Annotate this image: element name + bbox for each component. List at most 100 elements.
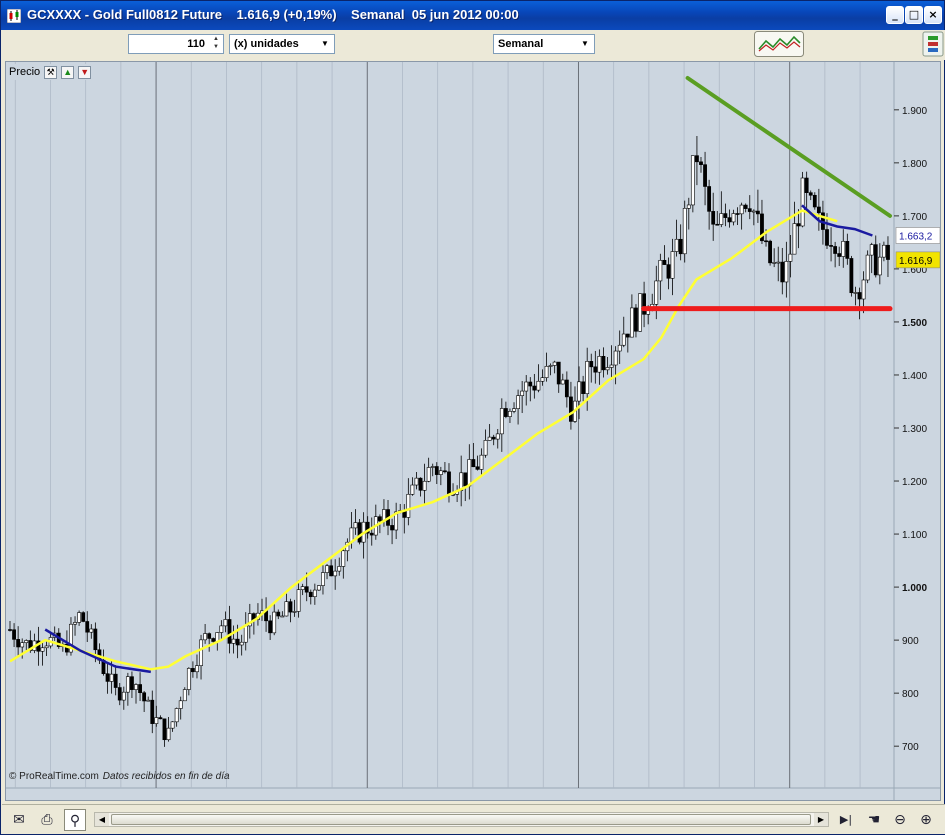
candle-body: [638, 293, 642, 332]
candle-body: [443, 470, 447, 473]
candle-body: [788, 253, 793, 262]
candle-body: [825, 229, 829, 246]
candle-body: [690, 155, 695, 206]
indicator-panel-icon[interactable]: [922, 31, 944, 57]
last-price-label: 1.616,9: [899, 256, 933, 267]
close-button[interactable]: ×: [924, 6, 942, 24]
chevron-down-icon[interactable]: ▼: [317, 36, 333, 52]
candle-body: [654, 280, 659, 305]
ma-fast-line: [9, 209, 838, 671]
minimize-button[interactable]: _: [886, 6, 904, 24]
candle-body: [146, 699, 151, 702]
drawing-tools-icon[interactable]: [754, 31, 804, 57]
y-tick-label: 1.200: [902, 477, 927, 488]
resistance-trendline[interactable]: [685, 76, 892, 218]
scroll-end-icon[interactable]: ▶|: [839, 813, 853, 826]
candle-body: [589, 361, 594, 368]
spinner-arrows-icon[interactable]: ▲ ▼: [213, 36, 219, 50]
candle-body: [235, 638, 240, 646]
candle-body: [556, 361, 561, 385]
candle-body: [93, 628, 98, 651]
candle-body: [621, 333, 626, 346]
candle-body: [438, 470, 443, 475]
candle-body: [755, 210, 760, 215]
y-tick-label: 1.600: [902, 265, 927, 276]
price-chart[interactable]: mayjulsepnov2009marmayjulsepnov2010marma…: [6, 62, 941, 814]
candle-body: [569, 396, 573, 422]
candle-body: [678, 238, 683, 255]
candle-body: [544, 365, 549, 378]
zoom-out-icon[interactable]: ⊖: [894, 812, 906, 828]
candle-body: [776, 261, 781, 264]
candle-body: [178, 700, 183, 709]
candle-body: [24, 640, 29, 643]
maximize-button[interactable]: □: [905, 6, 923, 24]
quantity-value: 110: [187, 38, 205, 50]
quantity-stepper[interactable]: 110 ▲ ▼: [128, 34, 224, 54]
candle-body: [772, 262, 777, 264]
candle-body: [540, 377, 545, 382]
candle-body: [613, 350, 618, 366]
candle-body: [593, 366, 598, 373]
candle-body: [686, 204, 691, 209]
scroll-right-arrow-icon[interactable]: ▶: [814, 813, 828, 826]
candle-body: [812, 194, 817, 208]
candle-body: [487, 436, 492, 441]
candle-body: [142, 692, 147, 702]
period-select[interactable]: Semanal ▼: [493, 34, 595, 54]
candle-body: [312, 589, 317, 598]
candle-body: [390, 525, 394, 531]
candle-body: [369, 532, 374, 536]
candle-body: [715, 223, 720, 226]
arrow-down-icon[interactable]: ▼: [78, 65, 92, 79]
candle-body: [833, 246, 838, 254]
scrollbar-thumb[interactable]: [111, 814, 811, 825]
candle-body: [89, 628, 94, 633]
candle-body: [845, 240, 850, 259]
candle-body: [503, 408, 508, 417]
candle-body: [849, 258, 854, 294]
printer-icon[interactable]: ⎙: [41, 812, 53, 828]
candle-body: [284, 601, 289, 617]
candle-body: [377, 516, 382, 522]
candle-body: [459, 472, 464, 491]
envelope-icon[interactable]: ✉: [13, 812, 25, 828]
candle-body: [780, 261, 785, 283]
candle-body: [69, 623, 73, 653]
candle-body: [882, 244, 886, 258]
horizontal-scrollbar[interactable]: ◀ ▶: [94, 812, 829, 827]
zoom-in-icon[interactable]: ⊕: [920, 812, 932, 828]
arrow-up-icon[interactable]: ▲: [61, 65, 75, 79]
candle-body: [499, 408, 504, 435]
wrench-icon[interactable]: ⚒: [44, 65, 58, 79]
scroll-left-arrow-icon[interactable]: ◀: [95, 813, 109, 826]
hand-pointer-icon[interactable]: ☚: [867, 812, 881, 828]
candle-body: [536, 380, 541, 391]
candle-body: [20, 642, 25, 648]
candle-body: [243, 625, 248, 643]
candle-body: [81, 612, 86, 622]
chevron-down-icon[interactable]: ▼: [577, 36, 593, 52]
candle-body: [877, 256, 882, 276]
candle-body: [707, 186, 712, 212]
candle-body: [219, 625, 224, 633]
candle-body: [512, 408, 516, 412]
candle-body: [471, 459, 476, 468]
candle-body: [670, 251, 675, 279]
candle-body: [642, 293, 646, 315]
candle-body: [857, 292, 862, 300]
candle-body: [463, 472, 468, 487]
candle-body: [162, 718, 167, 741]
candle-body: [495, 433, 500, 440]
candle-body: [199, 639, 203, 666]
units-select[interactable]: (x) unidades ▼: [229, 34, 335, 54]
candle-body: [113, 673, 118, 688]
ma-price-label: 1.663,2: [899, 232, 933, 243]
candle-body: [601, 356, 606, 371]
price-chart-panel[interactable]: mayjulsepnov2009marmayjulsepnov2010marma…: [5, 61, 941, 814]
candle-body: [329, 565, 334, 577]
title-bar[interactable]: GCXXXX - Gold Full0812 Future 1.616,9 (+…: [1, 1, 944, 30]
candle-body: [223, 619, 228, 627]
attachment-icon[interactable]: ⚲: [64, 809, 86, 831]
candle-body: [447, 471, 451, 495]
